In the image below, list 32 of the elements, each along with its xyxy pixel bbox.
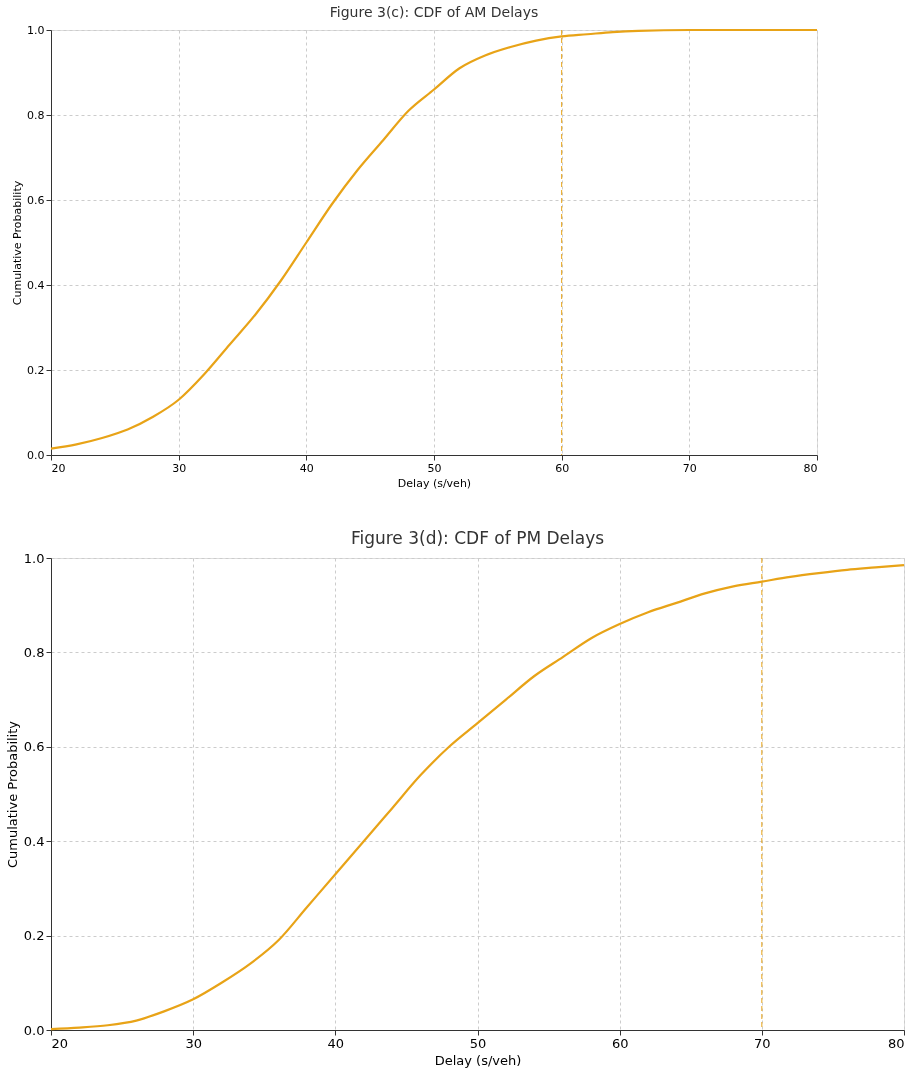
x-axis-title: Delay (s/veh) xyxy=(434,1052,522,1068)
y-axis-title: Cumulative Probability xyxy=(11,180,25,306)
x-tick-label: 80 xyxy=(887,1035,905,1051)
x-tick-label: 50 xyxy=(427,461,442,475)
y-tick-label: 0.8 xyxy=(23,644,45,660)
y-tick-label: 1.0 xyxy=(23,550,45,566)
y-tick-label: 0.4 xyxy=(23,833,45,849)
y-tick-label: 0.0 xyxy=(27,448,45,462)
x-tick-label: 30 xyxy=(172,461,187,475)
y-tick-label: 0.6 xyxy=(27,193,45,207)
y-tick-label: 1.0 xyxy=(27,23,45,37)
x-tick-label: 40 xyxy=(299,461,314,475)
y-axis-title: Cumulative Probability xyxy=(4,720,20,869)
y-tick-label: 0.8 xyxy=(27,108,45,122)
chart-title: Figure 3(d): CDF of PM Delays xyxy=(350,528,605,548)
x-tick-label: 30 xyxy=(185,1035,202,1051)
x-tick-label: 70 xyxy=(754,1035,771,1051)
x-axis-title: Delay (s/veh) xyxy=(397,476,472,490)
x-tick-label: 60 xyxy=(555,461,570,475)
x-tick-label: 50 xyxy=(469,1035,487,1051)
x-tick-label: 20 xyxy=(51,461,66,475)
y-tick-label: 0.0 xyxy=(23,1022,45,1038)
y-tick-label: 0.6 xyxy=(23,739,45,755)
x-tick-label: 80 xyxy=(803,461,818,475)
y-tick-label: 0.4 xyxy=(27,278,45,292)
y-tick-label: 0.2 xyxy=(23,928,45,944)
chart-title: Figure 3(c): CDF of AM Delays xyxy=(329,4,539,20)
x-tick-label: 40 xyxy=(327,1035,345,1051)
x-tick-label: 70 xyxy=(682,461,697,475)
y-tick-label: 0.2 xyxy=(27,363,45,377)
x-tick-label: 20 xyxy=(51,1035,69,1051)
x-tick-label: 60 xyxy=(611,1035,629,1051)
